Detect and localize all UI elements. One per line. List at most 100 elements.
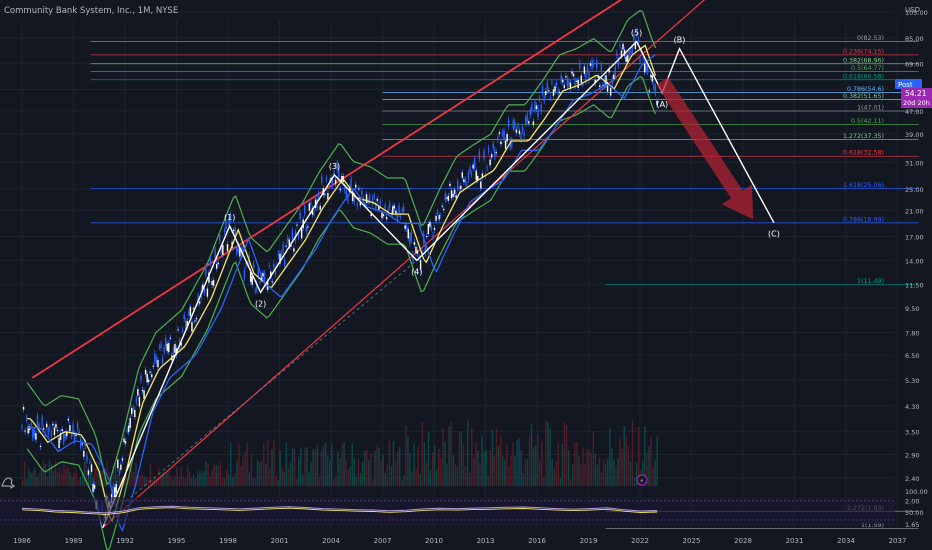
candle-body — [597, 76, 599, 79]
rsi-background — [0, 497, 895, 524]
fib-label: 0(82.53) — [857, 35, 884, 42]
volume-bar — [184, 479, 187, 486]
volume-bar — [629, 461, 632, 486]
candle-body — [616, 52, 618, 56]
volume-bar — [102, 464, 104, 486]
candle-body — [478, 151, 481, 159]
candle-body — [279, 253, 281, 264]
candle-body — [147, 379, 150, 383]
volume-bar — [252, 478, 255, 486]
y-tick-label: 17.00 — [905, 233, 924, 241]
volume-bar — [351, 443, 353, 486]
volume-bar — [431, 451, 434, 486]
volume-bar — [444, 441, 446, 486]
candle-body — [313, 212, 315, 214]
volume-bar — [67, 466, 69, 486]
candle-body — [336, 162, 338, 170]
candle-body — [528, 121, 530, 124]
candle-body — [368, 195, 371, 203]
symbol-title: Community Bank System, Inc., 1M, NYSE — [4, 6, 178, 16]
y-tick-label: 4.30 — [905, 403, 919, 411]
candle-body — [186, 321, 189, 327]
volume-bar — [228, 474, 230, 486]
volume-bar — [211, 469, 213, 486]
candle-body — [81, 443, 83, 445]
candle-body — [600, 64, 603, 72]
volume-bar — [195, 478, 197, 486]
candle-body — [89, 461, 91, 463]
volume-bar — [151, 479, 154, 486]
event-marker-icon[interactable]: ⚡ — [636, 474, 648, 486]
candle-body — [432, 234, 434, 238]
candle-body — [61, 429, 63, 431]
volume-bar — [289, 462, 292, 486]
candle-body — [288, 239, 290, 247]
wave-label: (5) — [631, 29, 642, 38]
candle-body — [274, 269, 277, 275]
volume-bar — [611, 448, 613, 486]
candle-body — [223, 230, 226, 233]
candle-body — [155, 357, 158, 364]
candle-body — [592, 62, 595, 65]
volume-bar — [207, 463, 209, 486]
volume-bar — [40, 469, 42, 486]
volume-bar — [324, 442, 327, 486]
y-tick-label: 7.80 — [905, 330, 919, 338]
candle-body — [392, 206, 394, 215]
candle-body — [458, 188, 460, 190]
candle-body — [647, 65, 649, 73]
volume-bar — [415, 469, 417, 486]
candle-body — [650, 74, 652, 78]
candle-body — [141, 389, 144, 392]
volume-bar — [594, 454, 597, 486]
candle-body — [406, 225, 408, 229]
candle-body — [426, 236, 428, 238]
candle-body — [446, 197, 448, 199]
candle-body — [126, 430, 128, 432]
candle-body — [198, 301, 201, 304]
volume-bar — [411, 471, 413, 486]
tv-logo-icon[interactable] — [1, 477, 15, 489]
candle-body — [205, 266, 207, 276]
volume-bar — [267, 440, 269, 486]
volume-bar — [456, 467, 459, 486]
volume-bar — [81, 471, 84, 486]
volume-bar — [574, 442, 576, 486]
target-arrow — [656, 77, 754, 220]
volume-bar — [166, 472, 168, 486]
candle-body — [355, 184, 357, 188]
candle-body — [42, 428, 45, 430]
candle-body — [39, 445, 42, 448]
y-tick-label: 21.00 — [905, 207, 924, 215]
candle-body — [321, 176, 323, 183]
candle-body — [444, 194, 447, 201]
time-axis: 1986 1989 1992 1995 1998 2001 2004 2007 2010 2013… — [13, 537, 906, 545]
volume-bar — [110, 475, 112, 486]
candle-body — [575, 80, 578, 82]
volume-bar — [440, 457, 442, 486]
candle-body — [378, 206, 380, 210]
volume-bar — [176, 468, 178, 486]
volume-bar — [263, 443, 265, 486]
last-price-tag[interactable]: Post 54.21 20d 20h — [895, 79, 932, 108]
volume-bar — [458, 431, 461, 486]
candle-body — [164, 337, 167, 347]
candle-body — [395, 210, 397, 214]
candle-body — [325, 177, 328, 180]
candle-body — [545, 91, 547, 96]
candle-body — [208, 272, 210, 283]
candle-body — [348, 186, 351, 193]
volume-bar — [295, 479, 298, 486]
candle-body — [385, 217, 388, 220]
y-tick-label: 14.00 — [905, 257, 924, 265]
volume-bar — [201, 472, 203, 486]
candle-body — [144, 369, 147, 375]
candle-body — [546, 82, 548, 90]
volume-bar — [283, 471, 286, 486]
candle-body — [154, 353, 156, 362]
volume-bar — [94, 468, 96, 486]
volume-bar — [656, 436, 658, 486]
volume-bar — [499, 436, 502, 486]
